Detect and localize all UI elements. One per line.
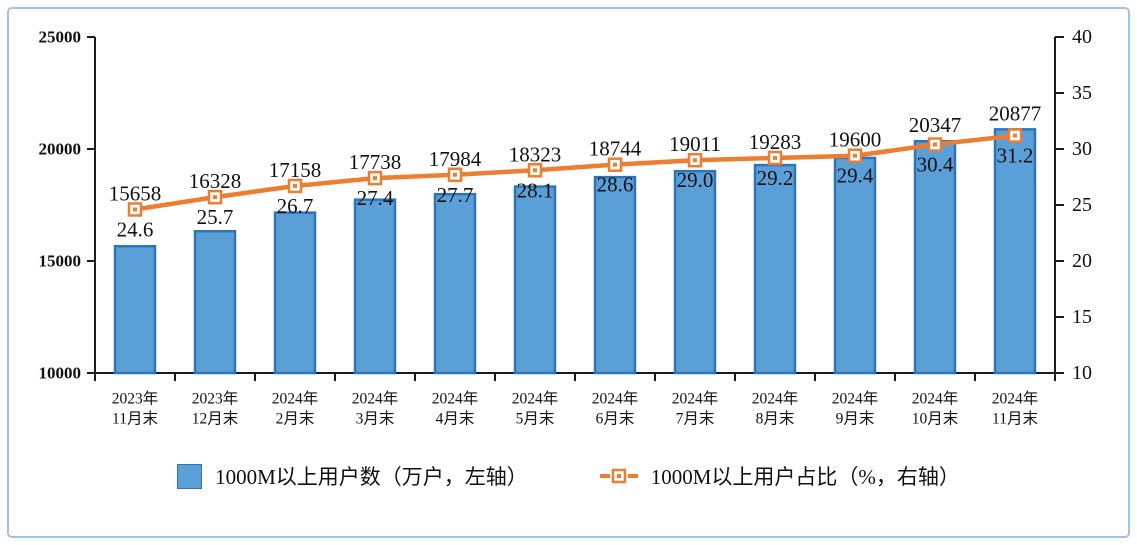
x-axis-category-label-line1: 2024年 bbox=[832, 390, 879, 408]
x-axis-category-label-line2: 12月末 bbox=[192, 410, 239, 428]
legend: 1000M以上用户数（万户，左轴） 1000M以上用户占比（%，右轴） bbox=[0, 452, 1137, 500]
legend-label-line-series: 1000M以上用户占比（%，右轴） bbox=[650, 465, 960, 489]
bar-value-label: 19283 bbox=[749, 130, 802, 154]
line-value-label: 25.7 bbox=[197, 205, 234, 229]
bar-value-label: 20347 bbox=[909, 113, 962, 137]
right-axis-tick-label: 10 bbox=[1072, 362, 1092, 384]
x-axis-category-label-line2: 2月末 bbox=[276, 410, 315, 428]
x-axis-category-label-line1: 2024年 bbox=[272, 390, 319, 408]
x-axis-category-label-line2: 3月末 bbox=[356, 410, 395, 428]
x-axis-category-label-line2: 6月末 bbox=[596, 410, 635, 428]
x-axis-category-label-line1: 2023年 bbox=[192, 390, 239, 408]
right-axis-tick-label: 25 bbox=[1072, 194, 1092, 216]
left-axis-tick-label: 20000 bbox=[39, 140, 82, 159]
x-axis-category-label-line2: 10月末 bbox=[912, 410, 959, 428]
bar-value-label: 17738 bbox=[349, 150, 402, 174]
bar-value-label: 17984 bbox=[429, 147, 482, 171]
bar bbox=[433, 192, 477, 375]
x-axis-category-label-line2: 5月末 bbox=[516, 410, 555, 428]
line-marker-dot bbox=[693, 158, 697, 163]
line-marker-dot bbox=[133, 207, 137, 212]
bar-value-label: 15658 bbox=[109, 181, 162, 205]
line-value-label: 27.4 bbox=[357, 186, 394, 210]
line-marker-dot bbox=[453, 172, 457, 177]
legend-item-line-series: 1000M以上用户占比（%，右轴） bbox=[599, 461, 960, 491]
bar-series-swatch-icon bbox=[177, 463, 203, 489]
legend-line-marker-dot bbox=[616, 474, 621, 478]
line-value-label: 26.7 bbox=[277, 194, 314, 218]
bar-value-label: 16328 bbox=[189, 169, 242, 193]
bar bbox=[193, 230, 237, 375]
bar bbox=[113, 245, 157, 375]
line-value-label: 30.4 bbox=[917, 153, 954, 177]
bar-value-label: 17158 bbox=[269, 158, 322, 182]
combo-chart-plot: 10000 15000 20000 25000 10 15 20 25 30 35 40 15658 2… bbox=[39, 26, 1093, 428]
line-marker-dot bbox=[933, 142, 937, 147]
bar-value-label: 18323 bbox=[509, 142, 562, 166]
x-axis-category-label-line2: 11月末 bbox=[992, 410, 1038, 428]
line-value-label: 31.2 bbox=[997, 144, 1034, 168]
right-axis-tick-label: 30 bbox=[1072, 138, 1092, 160]
line-value-label: 28.1 bbox=[517, 178, 554, 202]
right-axis-tick-label: 15 bbox=[1072, 306, 1092, 328]
right-axis-tick-label: 35 bbox=[1072, 82, 1092, 104]
bar bbox=[513, 185, 557, 375]
line-value-label: 27.7 bbox=[437, 183, 474, 207]
x-axis-category-label-line2: 8月末 bbox=[756, 410, 795, 428]
line-series-swatch-icon bbox=[599, 468, 638, 484]
line-marker-dot bbox=[373, 176, 377, 181]
x-axis-category-label-line2: 4月末 bbox=[436, 410, 475, 428]
left-axis-tick-label: 15000 bbox=[39, 252, 82, 271]
x-axis-category-label-line1: 2024年 bbox=[912, 390, 959, 408]
x-axis-category-label-line1: 2023年 bbox=[112, 390, 159, 408]
x-axis-category-label-line1: 2024年 bbox=[752, 390, 799, 408]
line-value-label: 29.4 bbox=[837, 164, 874, 188]
x-axis-category-label-line2: 7月末 bbox=[676, 410, 715, 428]
bar-value-label: 19600 bbox=[829, 128, 882, 152]
bar bbox=[913, 139, 957, 375]
bar bbox=[353, 198, 397, 375]
line-marker-dot bbox=[853, 153, 857, 158]
x-axis-category-label-line1: 2024年 bbox=[512, 390, 559, 408]
line-marker-dot bbox=[773, 155, 777, 160]
x-axis-category-label-line2: 11月末 bbox=[112, 410, 158, 428]
line-marker-dot bbox=[1013, 133, 1017, 138]
x-axis-category-label-line1: 2024年 bbox=[432, 390, 479, 408]
right-axis-tick-label: 40 bbox=[1072, 26, 1092, 48]
x-axis-category-label-line1: 2024年 bbox=[592, 390, 639, 408]
x-axis-category-label-line2: 9月末 bbox=[836, 410, 875, 428]
bar bbox=[593, 175, 637, 375]
bar-value-label: 19011 bbox=[669, 132, 721, 156]
bar-value-label: 18744 bbox=[589, 137, 642, 161]
bar bbox=[993, 128, 1037, 375]
line-marker-dot bbox=[613, 162, 617, 167]
x-axis-category-label-line1: 2024年 bbox=[992, 390, 1039, 408]
bar bbox=[833, 156, 877, 375]
left-axis-tick-label: 25000 bbox=[39, 28, 82, 47]
line-value-label: 29.0 bbox=[677, 168, 714, 192]
line-value-label: 24.6 bbox=[117, 217, 154, 241]
x-axis-category-label-line1: 2024年 bbox=[672, 390, 719, 408]
line-value-label: 29.2 bbox=[757, 166, 794, 190]
legend-item-bar-series: 1000M以上用户数（万户，左轴） bbox=[177, 461, 528, 491]
right-axis-tick-label: 20 bbox=[1072, 250, 1092, 272]
line-value-label: 28.6 bbox=[597, 173, 634, 197]
line-marker-dot bbox=[293, 183, 297, 188]
legend-label-bar-series: 1000M以上用户数（万户，左轴） bbox=[215, 465, 528, 489]
bar bbox=[273, 211, 317, 375]
bar bbox=[673, 169, 717, 375]
line-marker-dot bbox=[213, 195, 217, 200]
x-axis-category-label-line1: 2024年 bbox=[352, 390, 399, 408]
left-axis-tick-label: 10000 bbox=[39, 364, 82, 383]
bar bbox=[753, 163, 797, 375]
percentage-line bbox=[132, 133, 1018, 212]
bar-value-label: 20877 bbox=[989, 101, 1042, 125]
line-marker-dot bbox=[533, 168, 537, 173]
